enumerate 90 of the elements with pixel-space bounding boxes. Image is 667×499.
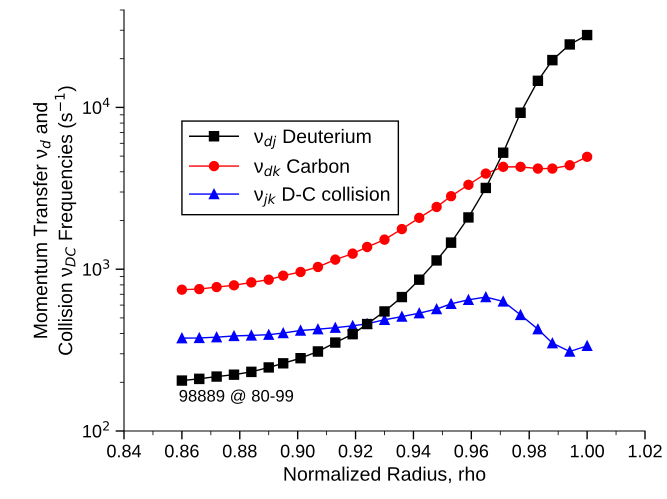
x-tick-label: 1.00 [570,444,604,458]
point [278,328,288,338]
point [463,180,474,190]
point [446,191,456,202]
point [330,254,341,265]
point [515,108,526,118]
y-tick-label: 10$^{2}$ [83,421,109,438]
x-tick-label: 0.98 [512,444,546,458]
point [498,162,508,172]
point [446,237,456,248]
legend-label: ν$_{dj}$ Deuterium [254,128,371,149]
x-tick-label: 0.84 [107,444,142,458]
point [515,162,526,172]
point [194,284,204,294]
point [547,338,558,348]
point [396,311,408,322]
point [582,30,592,40]
point [582,340,592,352]
point [463,294,474,306]
point [480,182,492,194]
y-tick-label: 10$^{4}$ [83,98,110,114]
annotation: 98889 @ 80-99 [179,389,294,404]
point [564,346,575,357]
point [480,168,492,179]
point [431,304,442,314]
point [564,160,575,170]
x-tick-label: 0.90 [280,444,315,458]
point [379,306,390,317]
point [396,292,408,302]
point [211,371,222,382]
point [278,358,288,369]
legend-label: ν$_{jk}$ D-C collision [254,186,390,207]
point [396,224,408,234]
point [362,242,372,252]
point [176,332,188,344]
y-tick-label: 10$^{3}$ [83,259,110,276]
x-tick-label: 0.86 [165,444,199,458]
point [312,346,324,357]
point [414,308,424,318]
point [176,375,188,386]
point [347,328,358,340]
point [582,152,592,162]
point [264,274,274,285]
point [547,163,558,174]
point [194,374,204,384]
point [211,332,222,342]
legend-label: ν$_{dk}$ Carbon [254,158,349,176]
point [246,277,257,288]
x-tick-label: 0.94 [396,444,430,458]
x-tick-label: 0.92 [338,444,372,458]
point [228,330,240,342]
point [564,39,575,50]
point [414,274,424,285]
point [446,298,456,310]
point [330,337,341,348]
point [347,248,358,259]
point [295,325,306,336]
point [246,330,257,341]
point [246,366,257,378]
x-tick-label: 0.88 [222,444,257,458]
point [532,76,544,86]
point [312,262,324,272]
point [176,284,188,295]
point [498,147,508,158]
point [211,282,222,292]
point [532,324,544,334]
x-tick-label: 0.96 [454,444,488,458]
point [431,202,442,212]
point [532,163,544,174]
point [228,280,240,291]
point [330,322,341,333]
point [228,369,240,380]
point [498,296,508,307]
point [312,324,324,334]
point [463,212,474,223]
point [264,329,274,340]
point [480,292,492,302]
point [431,255,442,266]
x-axis-title: Normalized Radius, rho [284,466,486,484]
point [515,310,526,320]
point [194,332,204,344]
point [379,234,390,245]
x-tick-label: 1.02 [628,444,662,458]
point [414,212,424,224]
point [295,352,306,364]
text: Momentum Transfer ν$_{d}$ and Collision ν$_{DC}$ Frequencies (s$^{−1}$) [33,86,76,355]
point [547,54,558,66]
point [264,362,274,373]
point [295,266,306,278]
point [278,270,288,281]
